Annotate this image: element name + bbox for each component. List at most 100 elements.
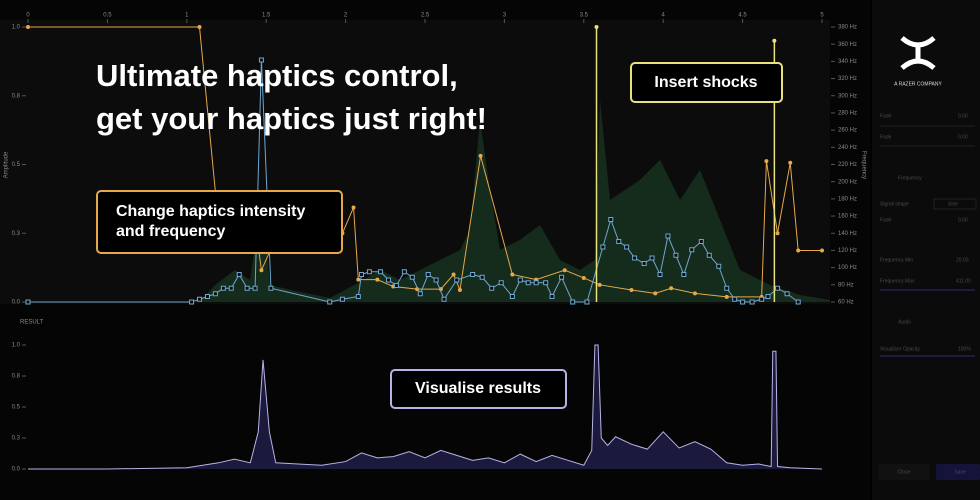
amplitude-point bbox=[220, 285, 226, 291]
close-button[interactable] bbox=[878, 464, 930, 480]
frequency-point bbox=[775, 231, 780, 236]
y2-tick-label: 180 Hz bbox=[838, 196, 857, 202]
amplitude-point bbox=[533, 280, 539, 286]
frequency-point bbox=[629, 287, 634, 292]
frequency-point bbox=[510, 272, 515, 277]
y2-tick-label: 100 Hz bbox=[838, 265, 857, 271]
amplitude-point bbox=[358, 272, 364, 277]
amplitude-point bbox=[765, 294, 771, 299]
frequency-point bbox=[788, 160, 793, 165]
shock-head bbox=[772, 38, 777, 43]
y2-tick-label: 200 Hz bbox=[838, 179, 857, 185]
y2-tick-label: 220 Hz bbox=[838, 162, 857, 168]
audio-waveform bbox=[200, 100, 830, 302]
amplitude-point bbox=[706, 252, 712, 258]
y2-tick-label: 140 Hz bbox=[838, 231, 857, 237]
x-tick-label: 2 bbox=[344, 13, 348, 19]
callout-box bbox=[630, 62, 783, 103]
dropdown[interactable] bbox=[933, 198, 977, 210]
amplitude-point bbox=[212, 291, 218, 297]
frequency-point bbox=[451, 272, 456, 277]
amplitude-point bbox=[517, 277, 523, 283]
amplitude-point bbox=[600, 244, 606, 250]
amplitude-point bbox=[641, 261, 647, 266]
amplitude-point bbox=[525, 280, 531, 286]
section: Frequency bbox=[898, 175, 922, 181]
x-tick-label: 3.5 bbox=[580, 13, 589, 19]
y-tick-label: 0.5 bbox=[12, 405, 21, 411]
frequency-point bbox=[356, 277, 361, 282]
amplitude-point bbox=[197, 296, 203, 302]
y2-tick-label: 260 Hz bbox=[838, 128, 857, 134]
frequency-point bbox=[26, 25, 30, 29]
x-tick-label: 4 bbox=[662, 13, 666, 19]
frequency-point bbox=[764, 159, 769, 164]
save-button[interactable] bbox=[936, 464, 980, 480]
value: 100% bbox=[958, 346, 971, 352]
amplitude-point bbox=[25, 299, 31, 305]
result-chart: 0.0 0.3 0.5 0.8 1.0 bbox=[12, 343, 823, 473]
y2-tick-label: 380 Hz bbox=[838, 25, 857, 31]
amplitude-line bbox=[28, 59, 799, 303]
amplitude-point bbox=[236, 272, 242, 277]
y2-tick-label: 120 Hz bbox=[838, 248, 857, 254]
amplitude-point bbox=[673, 252, 679, 258]
label: Fade bbox=[880, 217, 892, 223]
y2-tick-label: 80 Hz bbox=[838, 282, 854, 288]
amplitude-point bbox=[327, 299, 333, 305]
amplitude-axis-title: Amplitude bbox=[4, 151, 10, 178]
amplitude-point bbox=[649, 255, 655, 261]
amplitude-point bbox=[498, 280, 504, 286]
y-tick-label: 0.8 bbox=[12, 374, 21, 380]
amplitude-point bbox=[559, 274, 565, 280]
x-tick-label: 0 bbox=[26, 13, 30, 19]
amplitude-point bbox=[784, 291, 790, 297]
frequency-point bbox=[562, 268, 567, 273]
amplitude-point bbox=[795, 299, 801, 305]
result-label: RESULT bbox=[20, 320, 44, 326]
amplitude-point bbox=[339, 296, 345, 302]
amplitude-point bbox=[616, 239, 622, 244]
tagline: A RAZER COMPANY bbox=[894, 81, 942, 87]
y-tick-label: 1.0 bbox=[12, 343, 21, 349]
amplitude-point bbox=[549, 294, 555, 299]
amplitude-point bbox=[441, 296, 447, 302]
amplitude-point bbox=[417, 291, 423, 297]
x-tick-label: 3 bbox=[503, 13, 507, 19]
amplitude-point bbox=[470, 272, 476, 277]
frequency-point bbox=[692, 291, 697, 296]
amplitude-point bbox=[252, 285, 258, 291]
x-tick-label: 1 bbox=[185, 13, 189, 19]
amplitude-point bbox=[433, 277, 439, 283]
result-line bbox=[28, 344, 823, 470]
y-tick-label: 0.3 bbox=[12, 436, 21, 442]
amplitude-point bbox=[258, 57, 264, 63]
frequency-point bbox=[457, 287, 462, 292]
logo: A RAZER COMPANY bbox=[894, 36, 943, 87]
label: Frequency Max bbox=[880, 278, 915, 284]
amplitude-point bbox=[454, 277, 460, 283]
y-tick-label: 0.5 bbox=[12, 162, 21, 168]
y2-tick-label: 280 Hz bbox=[838, 111, 857, 117]
callout-text: and frequency bbox=[116, 223, 225, 240]
y2-tick-label: 320 Hz bbox=[838, 76, 857, 82]
amplitude-point bbox=[584, 299, 590, 305]
frequency-point bbox=[581, 275, 586, 280]
amplitude-point bbox=[401, 269, 407, 275]
y2-tick-label: 240 Hz bbox=[838, 145, 857, 151]
frequency-point bbox=[597, 282, 602, 287]
x-tick-label: 5 bbox=[820, 13, 824, 19]
y2-tick-label: 360 Hz bbox=[838, 42, 857, 48]
button-label: Close bbox=[898, 469, 911, 475]
amplitude-point bbox=[268, 285, 274, 291]
callout-text: Change haptics intensity bbox=[116, 203, 305, 220]
amplitude-point bbox=[366, 269, 372, 275]
headline: Ultimate haptics control, bbox=[96, 58, 458, 93]
frequency-point bbox=[259, 268, 264, 273]
label: Frequency Min bbox=[880, 257, 913, 263]
x-tick-label: 1.5 bbox=[262, 13, 271, 19]
amplitude-point bbox=[489, 285, 495, 291]
amplitude-point bbox=[393, 283, 399, 288]
amplitude-point bbox=[509, 294, 515, 299]
amplitude-point bbox=[724, 285, 730, 291]
